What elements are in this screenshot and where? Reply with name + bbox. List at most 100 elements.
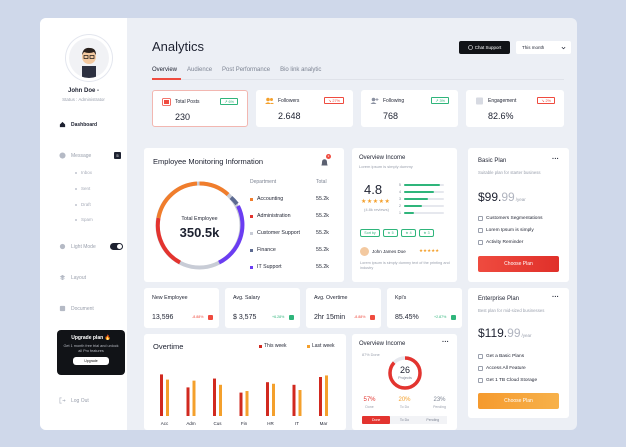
column-header-department: Department [250,179,277,185]
price-cents: 99 [501,190,515,204]
rating-filter-3[interactable]: ★ 3 [419,229,434,237]
more-options-icon[interactable]: ··· [442,339,449,346]
light-mode-toggle[interactable] [110,243,123,250]
stat-card-followers[interactable]: Followers 2.648 ↘ 27% [256,90,353,127]
segment-done[interactable]: Done [362,416,391,424]
department-total: 55.2k [316,264,329,270]
price-dollars: $119. [478,326,508,340]
overview-income-card: Overview Income Lorem ipsum is simply du… [352,148,457,282]
x-tick-label: HR [267,421,274,426]
more-options-icon[interactable]: ··· [552,156,559,163]
price-dollars: $99. [478,190,502,204]
rating-bar-fill [404,191,434,193]
rating-filter-5[interactable]: ★ 5 [383,229,398,237]
avatar[interactable] [69,38,109,78]
bell-icon [321,159,328,166]
rating-filter-4[interactable]: ★ 4 [401,229,416,237]
x-tick-label: Cus [213,421,222,426]
mini-stat-value: 13,596 [152,314,174,321]
department-row: Finance [250,247,317,253]
document-icon [476,97,483,105]
more-options-icon[interactable]: ··· [552,294,559,301]
metric-value: 57% [363,397,376,403]
rating-bar-fill [404,212,414,214]
sidebar-item-dashboard[interactable]: Dashboard [59,121,97,128]
projects-label: Projects [398,376,412,380]
choose-plan-button[interactable]: Choose Plan [478,256,559,272]
plan-price: $119. 99 /year [478,326,532,340]
employee-notification-count: 2 [326,154,331,159]
layers-icon [59,274,66,281]
sidebar-item-document[interactable]: Document [59,305,94,312]
bar-last-week-fin [245,391,249,416]
legend-swatch [250,265,253,269]
stat-card-total-posts[interactable]: Total Posts 230 ↗ 6% [152,90,248,127]
upgrade-button[interactable]: Upgrade [73,357,109,365]
x-tick-label: Fin [241,421,248,426]
sort-by-button[interactable]: Sort by [360,229,380,237]
rating-bar-label: 1 [399,211,401,215]
legend-swatch [250,248,253,252]
bar-this-week-cus [213,378,216,416]
sun-icon [59,243,66,250]
sidebar-item-label: Dashboard [71,121,98,128]
trend-up-icon [451,315,456,320]
message-count-badge: 5 [114,152,121,159]
mini-stat-kpis: Kpi's 85.45% +2.87% [387,288,462,328]
page-title: Analytics [152,39,205,54]
sidebar-item-logout[interactable]: Log Out [59,397,89,404]
sidebar-subitem-spam[interactable]: Spam [75,217,93,222]
stat-card-engagement[interactable]: Engagement 82.6% ↘ 2% [466,90,564,127]
segment-pending[interactable]: Pending [418,416,447,424]
period-select[interactable]: This month [516,41,571,54]
tab-overview[interactable]: Overview [152,67,178,73]
user-add-icon [370,97,379,104]
employee-notification-button[interactable]: 2 [320,154,331,166]
mini-stat-change: -8.88% [192,315,204,319]
department-total: 55.2k [316,247,329,253]
bar-last-week-hr [272,383,275,416]
status-segmented-control: Done To Do Pending [362,416,447,424]
department-name: Administration [257,213,291,219]
metric-label: Pending [433,405,446,409]
stat-value: 82.6% [488,111,514,121]
review-text: Lorem ipsum is simply dummy text of the … [360,261,450,270]
segment-todo[interactable]: To Do [390,416,419,424]
sidebar-item-layout[interactable]: Layout [59,274,86,281]
donut-segment-administration [155,217,182,265]
x-tick-label: Acc [161,421,169,426]
user-role: Status : Administrator [62,97,105,102]
stat-change-badge: ↘ 2% [537,97,555,104]
legend-this-week: This week [259,343,287,349]
sidebar-item-label: Light Mode [71,243,96,250]
chat-support-button[interactable]: Chat Support [459,41,510,54]
mini-stat-label: New Employee [152,295,188,301]
sidebar-item-message[interactable]: Message [59,152,91,159]
choose-plan-button[interactable]: Choose Plan [478,393,559,409]
department-total: 55.2k [316,230,329,236]
sidebar-subitem-sent[interactable]: Sent [74,186,91,191]
donut-segment-finance [229,195,239,206]
column-header-total: Total [316,179,327,185]
donut-segment-accounting-2 [156,181,198,219]
plan-feature-label: Lorem Ipsum is simply [486,228,534,233]
sidebar-subitem-inbox[interactable]: Inbox [74,170,93,175]
stat-label: Followers [278,98,300,104]
tab-bio-link-analytic[interactable]: Bio link analytic [280,67,322,73]
mini-stat-avg-salary: Avg. Salary $ 3,575 +6.28% [225,288,300,328]
department-total: 55.2k [316,196,329,202]
trend-up-icon [289,315,294,320]
card-subtitle: Lorem ipsum is simply dummy [359,164,413,169]
upgrade-title: Upgrade plan 🔥 [71,335,111,341]
price-period: /year [515,197,526,202]
sidebar-subitem-draft[interactable]: Draft [75,202,91,207]
tab-post-performance[interactable]: Post Performance [222,67,271,73]
department-name: Customer Support [257,230,300,236]
plan-feature-label: Get 1 TB Cloud Storage [486,378,538,383]
rating-bar-track [404,191,444,193]
rating-bar-track [404,198,444,200]
tab-audience[interactable]: Audience [187,67,213,73]
metric-value: 20% [398,397,411,403]
stat-card-following[interactable]: Following 768 ↗ 3% [361,90,458,127]
check-icon [478,228,483,233]
